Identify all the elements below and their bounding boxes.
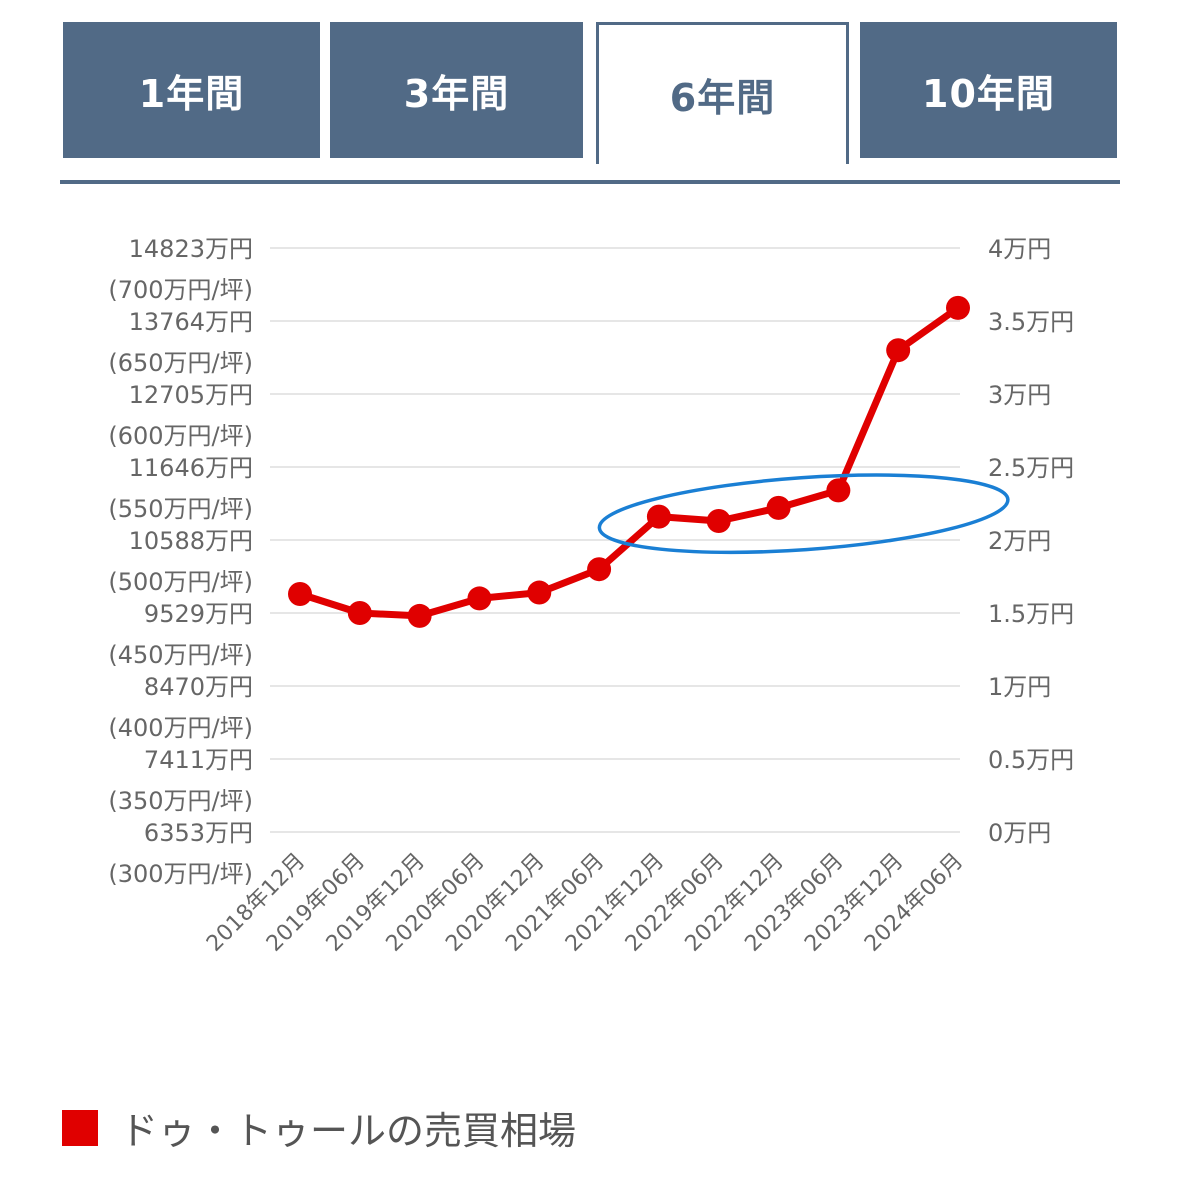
data-point <box>587 557 612 582</box>
y-tick-per-tsubo: (350万円/坪) <box>108 787 253 815</box>
legend-swatch <box>62 1109 98 1146</box>
y2-tick-label: 1.5万円 <box>988 600 1074 628</box>
y2-tick-label: 2万円 <box>988 527 1051 555</box>
y2-tick-label: 4万円 <box>988 235 1051 263</box>
y-tick-per-tsubo: (550万円/坪) <box>108 495 253 523</box>
legend-label: ドゥ・トゥールの売買相場 <box>120 1109 577 1153</box>
period-tabs: 1年間 3年間 6年間 10年間 <box>60 22 1120 184</box>
y-tick-per-tsubo: (600万円/坪) <box>108 422 253 450</box>
data-point <box>347 601 372 625</box>
y-tick-total: 10588万円 <box>129 527 253 555</box>
tab-6-years[interactable]: 6年間 <box>596 22 849 164</box>
data-point <box>527 580 552 605</box>
y-tick-total: 9529万円 <box>144 600 253 628</box>
y2-tick-label: 0万円 <box>988 819 1051 847</box>
y-tick-total: 7411万円 <box>144 746 253 774</box>
y-tick-per-tsubo: (450万円/坪) <box>108 641 253 669</box>
y2-tick-label: 3万円 <box>988 381 1051 409</box>
y2-tick-label: 1万円 <box>988 673 1051 701</box>
data-point <box>946 295 970 320</box>
y-tick-per-tsubo: (300万円/坪) <box>108 860 253 888</box>
tab-1-year[interactable]: 1年間 <box>63 22 320 158</box>
y-tick-per-tsubo: (400万円/坪) <box>108 714 253 742</box>
data-point <box>766 495 791 520</box>
data-point <box>826 478 851 503</box>
y2-tick-label: 0.5万円 <box>988 746 1074 774</box>
series-line <box>296 304 962 620</box>
y-tick-per-tsubo: (500万円/坪) <box>108 568 253 596</box>
tab-3-years[interactable]: 3年間 <box>330 22 583 158</box>
y-tick-total: 6353万円 <box>144 819 253 847</box>
y-tick-per-tsubo: (650万円/坪) <box>108 349 253 377</box>
tab-10-years[interactable]: 10年間 <box>860 22 1117 158</box>
highlight-annotation <box>597 473 1010 555</box>
y-tick-total: 11646万円 <box>129 454 253 482</box>
y-tick-per-tsubo: (700万円/坪) <box>108 276 253 304</box>
chart-legend: ドゥ・トゥールの売買相場 <box>62 1100 576 1155</box>
y-tick-total: 13764万円 <box>129 308 253 336</box>
y-tick-total: 12705万円 <box>129 381 253 409</box>
data-point <box>706 509 731 534</box>
y-tick-total: 14823万円 <box>129 235 253 263</box>
y2-tick-label: 2.5万円 <box>988 454 1074 482</box>
tab-underline <box>60 180 1120 184</box>
y-tick-total: 8470万円 <box>144 673 253 701</box>
data-point <box>467 586 492 611</box>
data-point <box>407 603 432 628</box>
data-point <box>288 582 312 607</box>
data-point <box>646 504 671 529</box>
data-point <box>886 338 911 363</box>
y2-tick-label: 3.5万円 <box>988 308 1074 336</box>
